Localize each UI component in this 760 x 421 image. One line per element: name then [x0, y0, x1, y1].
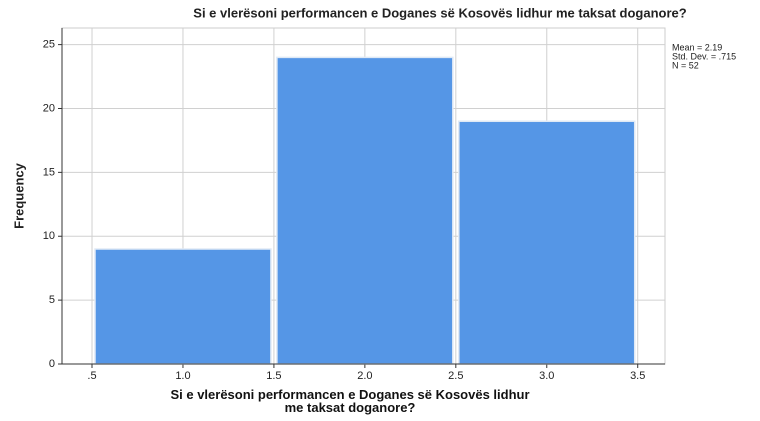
x-tick-label: .5	[87, 370, 96, 382]
y-tick-label: 5	[49, 294, 55, 306]
bar	[94, 248, 272, 365]
y-tick-label: 15	[43, 166, 55, 178]
x-tick-label: 1.5	[266, 370, 281, 382]
x-axis-label: Si e vlerësoni performancen e Doganes së…	[170, 387, 530, 415]
x-tick-label: 2.5	[448, 370, 463, 382]
y-tick-label: 0	[49, 358, 55, 370]
y-tick-label: 10	[43, 230, 55, 242]
x-tick-label: 1.0	[175, 370, 190, 382]
x-tick-label: 3.0	[539, 370, 554, 382]
chart-title: Si e vlerësoni performancen e Doganes së…	[193, 5, 686, 20]
bar	[276, 56, 454, 365]
x-tick-label: 2.0	[357, 370, 372, 382]
bar	[458, 120, 636, 365]
y-axis-label: Frequency	[11, 162, 26, 229]
stat-annotation: Mean = 2.19	[672, 42, 722, 52]
stat-annotation: N = 52	[672, 60, 699, 70]
stat-annotation: Std. Dev. = .715	[672, 51, 736, 61]
x-tick-label: 3.5	[630, 370, 645, 382]
y-tick-label: 25	[43, 39, 55, 51]
y-tick-label: 20	[43, 102, 55, 114]
